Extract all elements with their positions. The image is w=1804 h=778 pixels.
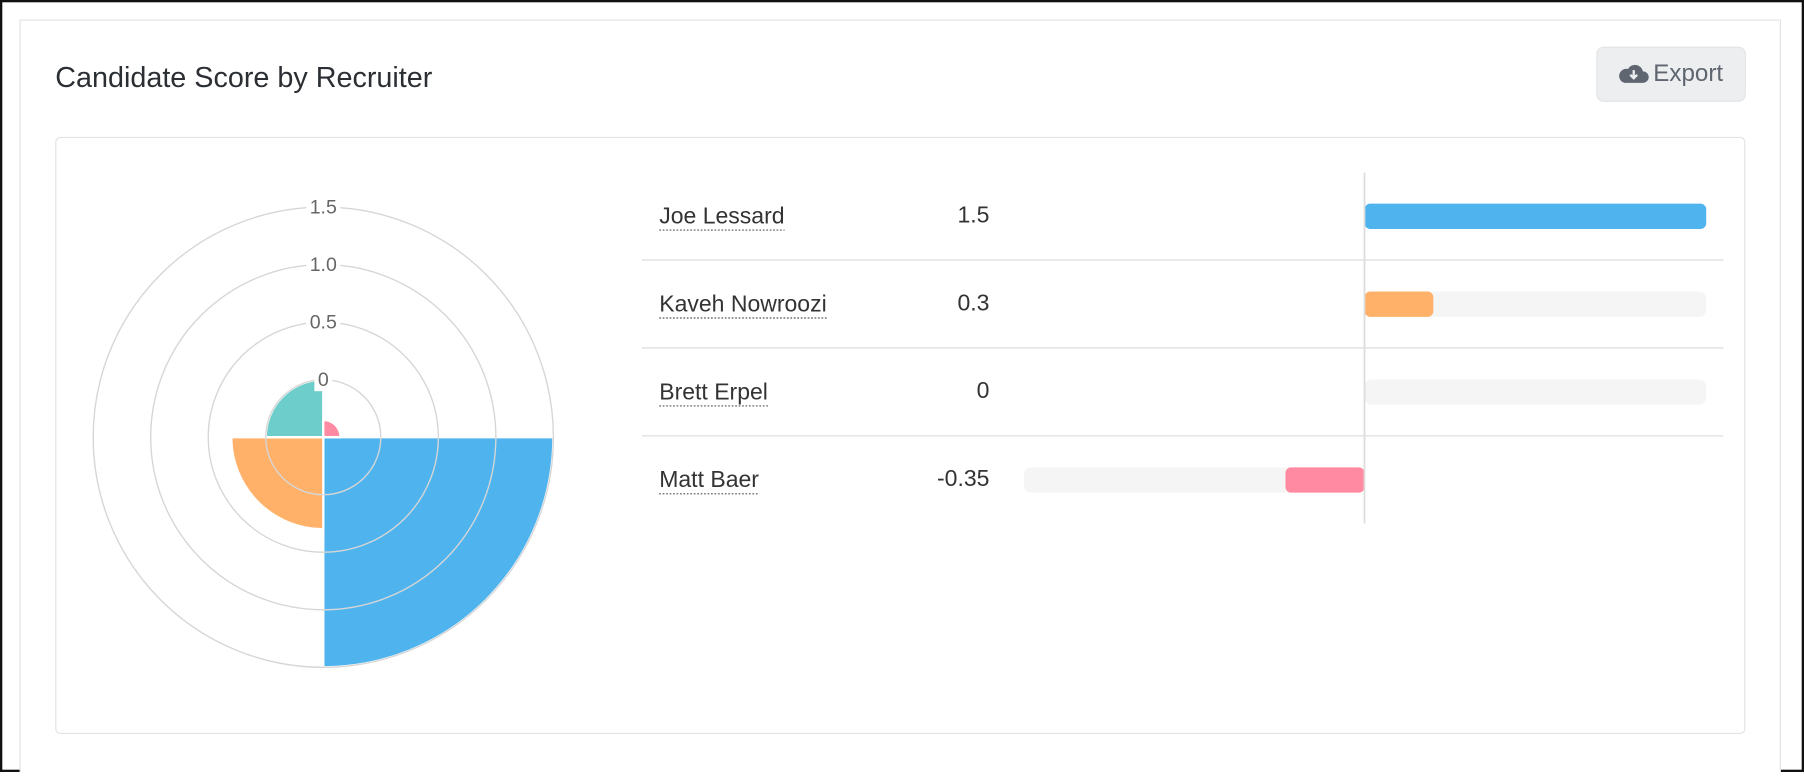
r-tick-label: 1.0 [310,254,337,276]
score-value: 0 [977,377,990,403]
r-tick-label: 0.5 [310,311,337,333]
tick-label-bg [314,368,333,392]
export-button[interactable]: Export [1596,46,1746,102]
tick-label-bg [306,310,341,334]
export-icon-arrow[interactable] [1629,70,1638,80]
polar-segment [322,418,342,439]
bar-track [1364,379,1707,405]
export-label[interactable]: Export [1653,60,1723,87]
tick-label-bg [306,195,341,219]
score-bar [1364,203,1707,229]
recruiter-name[interactable]: Brett Erpel [659,378,768,404]
polar-segment [230,436,325,531]
recruiter-name[interactable]: Kaveh Nowroozi [659,290,826,316]
recruiter-name[interactable]: Matt Baer [659,466,759,492]
card-title: Candidate Score by Recruiter [55,62,433,94]
r-tick-label: 0 [318,369,329,391]
score-value: 1.5 [957,201,989,227]
bar-track [1364,291,1707,317]
export-button-bg[interactable] [1596,46,1746,102]
score-value: 0.3 [957,289,989,315]
tick-label-bg [306,253,341,277]
recruiter-name[interactable]: Joe Lessard [659,203,784,229]
score-bar [1364,291,1434,317]
polar-chart: 1.5 1.0 0.5 0 [92,195,555,669]
r-tick-label: 1.5 [310,196,337,218]
score-bar [1285,467,1365,493]
bar-track [1023,467,1365,493]
score-value: -0.35 [937,465,989,491]
score-table: Joe Lessard 1.5 Kaveh Nowroozi 0.3 Brett Erp… [641,172,1724,524]
